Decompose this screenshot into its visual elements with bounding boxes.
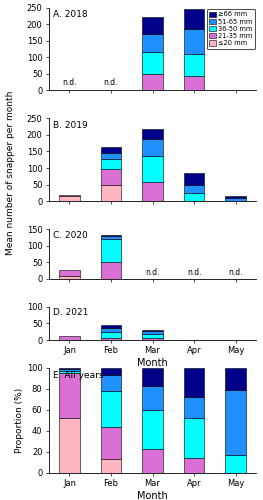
Bar bbox=[59, 336, 80, 340]
Y-axis label: Proportion (%): Proportion (%) bbox=[15, 388, 24, 452]
Bar bbox=[142, 52, 163, 74]
Bar bbox=[100, 325, 121, 328]
Bar bbox=[184, 368, 205, 397]
Bar bbox=[184, 76, 205, 90]
Bar bbox=[225, 198, 246, 201]
Bar bbox=[225, 454, 246, 472]
X-axis label: Month: Month bbox=[137, 490, 168, 500]
Bar bbox=[142, 410, 163, 450]
Bar bbox=[142, 368, 163, 386]
Bar bbox=[100, 428, 121, 459]
Bar bbox=[184, 397, 205, 418]
Bar bbox=[100, 186, 121, 201]
Text: n.d.: n.d. bbox=[187, 268, 201, 277]
Bar bbox=[100, 168, 121, 186]
Bar bbox=[100, 147, 121, 153]
Bar bbox=[100, 262, 121, 279]
Bar bbox=[225, 196, 246, 198]
Bar bbox=[59, 195, 80, 196]
X-axis label: Month: Month bbox=[137, 358, 168, 368]
Bar bbox=[184, 9, 205, 29]
Bar bbox=[142, 334, 163, 338]
Bar bbox=[142, 156, 163, 182]
Text: D. 2021: D. 2021 bbox=[53, 308, 88, 317]
Bar bbox=[100, 239, 121, 262]
Text: n.d.: n.d. bbox=[62, 78, 77, 87]
Bar bbox=[225, 368, 246, 390]
Bar bbox=[59, 196, 80, 201]
Bar bbox=[59, 370, 80, 373]
Bar bbox=[142, 182, 163, 201]
Bar bbox=[142, 338, 163, 340]
Bar bbox=[184, 186, 205, 193]
Bar bbox=[184, 29, 205, 54]
Bar bbox=[142, 34, 163, 52]
Legend: ≥66 mm, 51-65 mm, 36-50 mm, 21-35 mm, ≤20 mm: ≥66 mm, 51-65 mm, 36-50 mm, 21-35 mm, ≤2… bbox=[207, 9, 255, 49]
Bar bbox=[59, 276, 80, 279]
Bar bbox=[100, 332, 121, 338]
Bar bbox=[142, 139, 163, 156]
Bar bbox=[100, 236, 121, 239]
Bar bbox=[59, 368, 80, 370]
Bar bbox=[100, 390, 121, 428]
Text: C. 2020: C. 2020 bbox=[53, 230, 88, 239]
Text: Mean number of snapper per month: Mean number of snapper per month bbox=[6, 90, 15, 254]
Bar bbox=[142, 330, 163, 334]
Bar bbox=[184, 458, 205, 472]
Bar bbox=[100, 338, 121, 340]
Bar bbox=[100, 159, 121, 168]
Bar bbox=[142, 450, 163, 472]
Bar bbox=[100, 368, 121, 375]
Text: B. 2019: B. 2019 bbox=[53, 121, 88, 130]
Bar bbox=[59, 418, 80, 472]
Text: n.d.: n.d. bbox=[145, 268, 160, 277]
Bar bbox=[100, 375, 121, 390]
Text: n.d.: n.d. bbox=[104, 78, 118, 87]
Bar bbox=[184, 418, 205, 458]
Bar bbox=[100, 153, 121, 159]
Bar bbox=[59, 373, 80, 418]
Text: A. 2018: A. 2018 bbox=[53, 10, 87, 19]
Bar bbox=[225, 390, 246, 454]
Bar bbox=[142, 130, 163, 139]
Bar bbox=[184, 193, 205, 201]
Text: n.d.: n.d. bbox=[228, 268, 243, 277]
Bar bbox=[184, 173, 205, 186]
Bar bbox=[184, 54, 205, 76]
Bar bbox=[100, 235, 121, 236]
Bar bbox=[100, 459, 121, 472]
Bar bbox=[142, 74, 163, 90]
Bar bbox=[100, 328, 121, 332]
Text: E. All years: E. All years bbox=[53, 370, 103, 380]
Bar bbox=[59, 270, 80, 276]
Bar bbox=[142, 386, 163, 409]
Bar bbox=[142, 18, 163, 34]
